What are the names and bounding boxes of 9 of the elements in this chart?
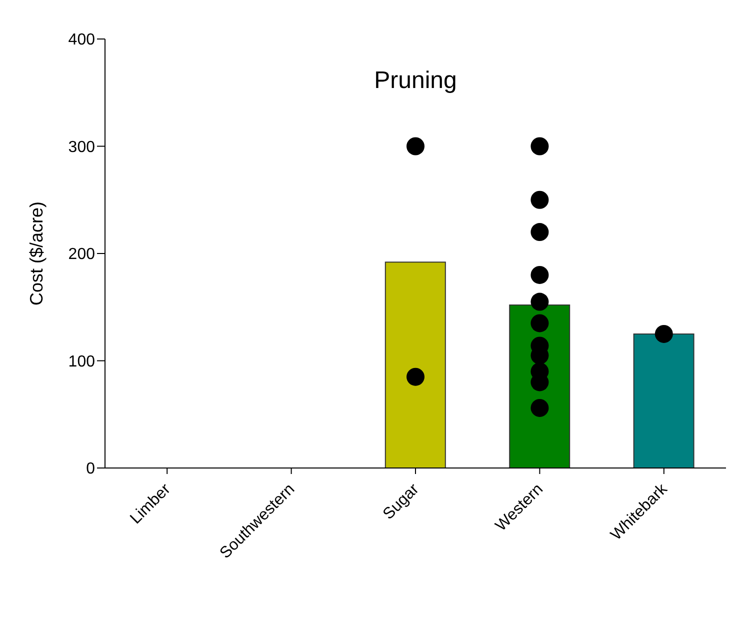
bar [633, 333, 694, 468]
y-tick-label: 200 [68, 246, 96, 264]
y-axis-title: Cost ($/acre) [26, 201, 46, 306]
text: Pruning [374, 67, 457, 94]
y-tick-label: 100 [68, 353, 96, 370]
y-tick-label: 0 [86, 460, 96, 478]
bar [384, 262, 446, 468]
y-tick-label: 300 [68, 138, 96, 156]
y-tick-label: 400 [68, 32, 96, 49]
